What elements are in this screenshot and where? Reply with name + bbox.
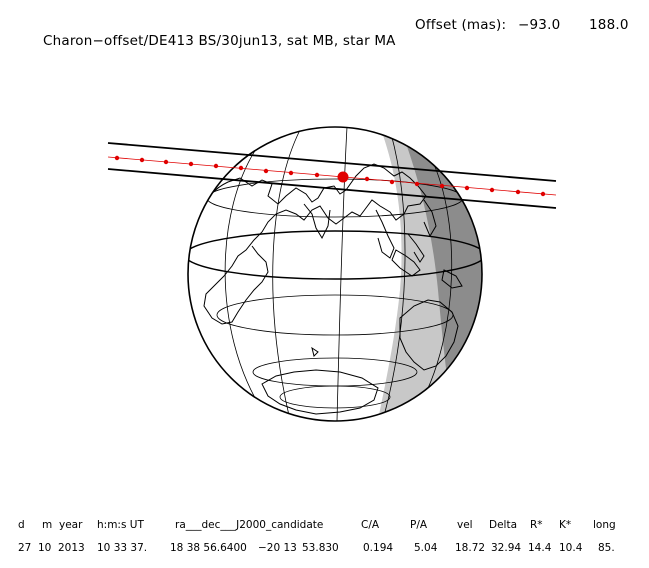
time-marker (238, 165, 244, 171)
value-kstar: 10.4 (559, 542, 583, 554)
time-marker (364, 176, 370, 182)
coast-india (303, 203, 331, 240)
time-marker (414, 181, 420, 187)
meridian-east (383, 129, 406, 417)
header-pa: P/A (410, 519, 428, 531)
value-vel: 18.72 (455, 542, 486, 554)
header-year: year (59, 519, 83, 531)
time-marker (489, 187, 495, 193)
time-marker (464, 185, 470, 191)
value-rstar: 14.4 (528, 542, 552, 554)
time-marker (114, 155, 120, 161)
coast-japan (423, 199, 437, 238)
value-year: 2013 (58, 542, 85, 554)
coast-australia (399, 299, 459, 371)
time-marker (439, 183, 445, 189)
graticule (188, 127, 482, 421)
value-pa: 5.04 (414, 542, 438, 554)
header-rstar: R* (530, 519, 543, 531)
header-kstar: K* (559, 519, 572, 531)
time-marker (389, 179, 395, 185)
header-ca: C/A (361, 519, 380, 531)
time-marker (213, 163, 219, 169)
coast-antarctica (261, 369, 379, 415)
value-dec-deg: −20 13 (258, 542, 297, 554)
coast-eurasia-africa (199, 163, 427, 325)
meridian-central (336, 127, 348, 421)
value-month: 10 (38, 542, 52, 554)
centerline-markers (114, 155, 546, 197)
meridian-far-west (224, 145, 263, 411)
coastlines (199, 163, 463, 415)
offset-dec-value: 188.0 (589, 17, 629, 33)
time-marker (540, 191, 546, 197)
value-long: 85. (598, 542, 615, 554)
coast-philippines (407, 233, 425, 263)
time-marker (314, 172, 320, 178)
coast-islands (311, 346, 319, 357)
shadow-centerline (107, 156, 557, 196)
meridian-west (272, 129, 301, 421)
header-delta: Delta (489, 519, 518, 531)
time-marker (515, 189, 521, 195)
time-marker (139, 157, 145, 163)
header-vel: vel (457, 519, 473, 531)
value-ca: 0.194 (363, 542, 394, 554)
parallel-polar (279, 385, 391, 409)
shadow-limit-north (107, 142, 557, 182)
time-marker (288, 170, 294, 176)
shadow-limit-south (107, 168, 557, 209)
coast-new-guinea (441, 269, 463, 289)
coast-borneo (391, 249, 421, 277)
coast-indochina (375, 209, 395, 259)
plot-title: Charon−offset/DE413 BS/30jun13, sat MB, … (42, 33, 396, 49)
value-time: 10 33 37. (97, 542, 148, 554)
offset-label: Offset (mas): (415, 17, 507, 33)
header-coordinates: ra___dec___J2000_candidate (175, 519, 324, 531)
value-dec-sec: 53.830 (302, 542, 339, 554)
closest-approach-marker (337, 171, 349, 183)
header: Charon−offset/DE413 BS/30jun13, sat MB, … (34, 17, 628, 97)
value-delta: 32.94 (491, 542, 522, 554)
time-marker (188, 161, 194, 167)
header-day: d (18, 519, 25, 531)
time-marker (163, 159, 169, 165)
offset-ra-value: −93.0 (518, 17, 561, 33)
header-month: m (42, 519, 53, 531)
header-time: h:m:s UT (97, 519, 144, 531)
value-day: 27 (18, 542, 32, 554)
earth-limb (187, 126, 483, 422)
time-marker (263, 168, 269, 174)
header-long: long (593, 519, 616, 531)
equator (188, 230, 482, 280)
value-ra: 18 38 56.6400 (170, 542, 247, 554)
